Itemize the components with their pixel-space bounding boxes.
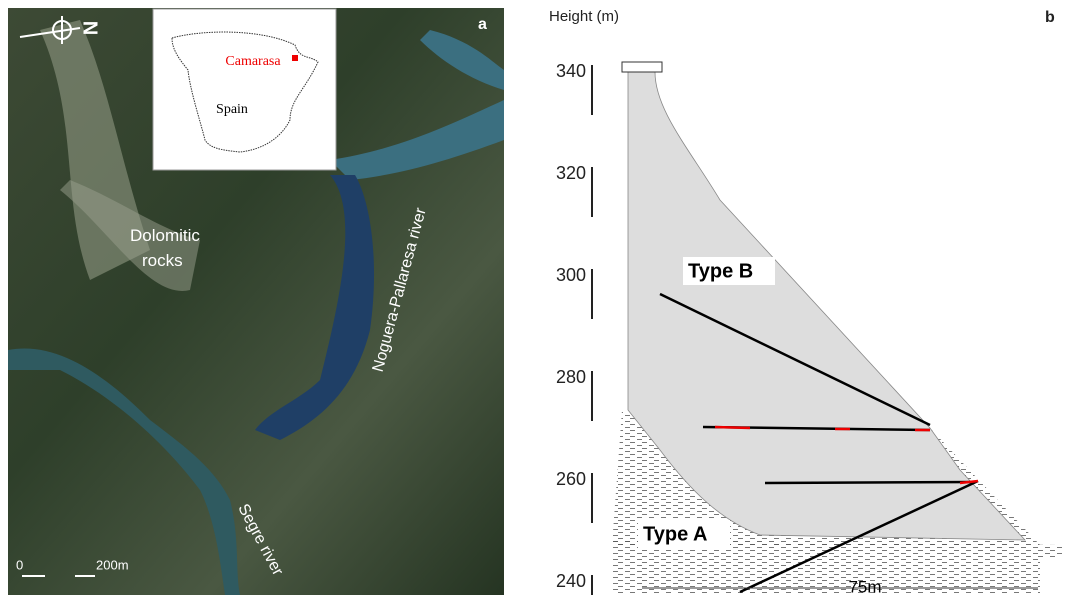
scale-end: 200m bbox=[96, 557, 129, 572]
dam-section bbox=[612, 61, 1062, 595]
y-tick-label: 240 bbox=[556, 571, 586, 591]
y-axis: 340 320 300 280 260 240 bbox=[556, 61, 593, 595]
axis-label: Height (m) bbox=[549, 8, 619, 25]
scale-bar: 0 200m bbox=[16, 557, 129, 577]
panel-label: a bbox=[478, 16, 487, 33]
y-tick-label: 280 bbox=[556, 367, 586, 387]
type-label: Type A bbox=[643, 523, 707, 545]
inset-country: Spain bbox=[216, 102, 248, 117]
scale-start: 0 bbox=[16, 557, 23, 572]
label-box bbox=[683, 257, 775, 285]
y-tick-label: 260 bbox=[556, 469, 586, 489]
dimension-label: 75m bbox=[848, 577, 881, 595]
panel-label: b bbox=[1045, 9, 1055, 26]
compass-label: N bbox=[80, 21, 102, 35]
compass: N bbox=[19, 16, 102, 44]
y-tick-label: 320 bbox=[556, 163, 586, 183]
y-tick-label: 340 bbox=[556, 61, 586, 81]
inset-place: Camarasa bbox=[225, 54, 281, 69]
label-box bbox=[638, 520, 730, 548]
y-tick-label: 300 bbox=[556, 265, 586, 285]
annotation: Dolomitic rocks bbox=[130, 226, 200, 270]
inset-map: Camarasa Spain bbox=[152, 8, 337, 171]
type-label: Type B bbox=[688, 260, 753, 282]
